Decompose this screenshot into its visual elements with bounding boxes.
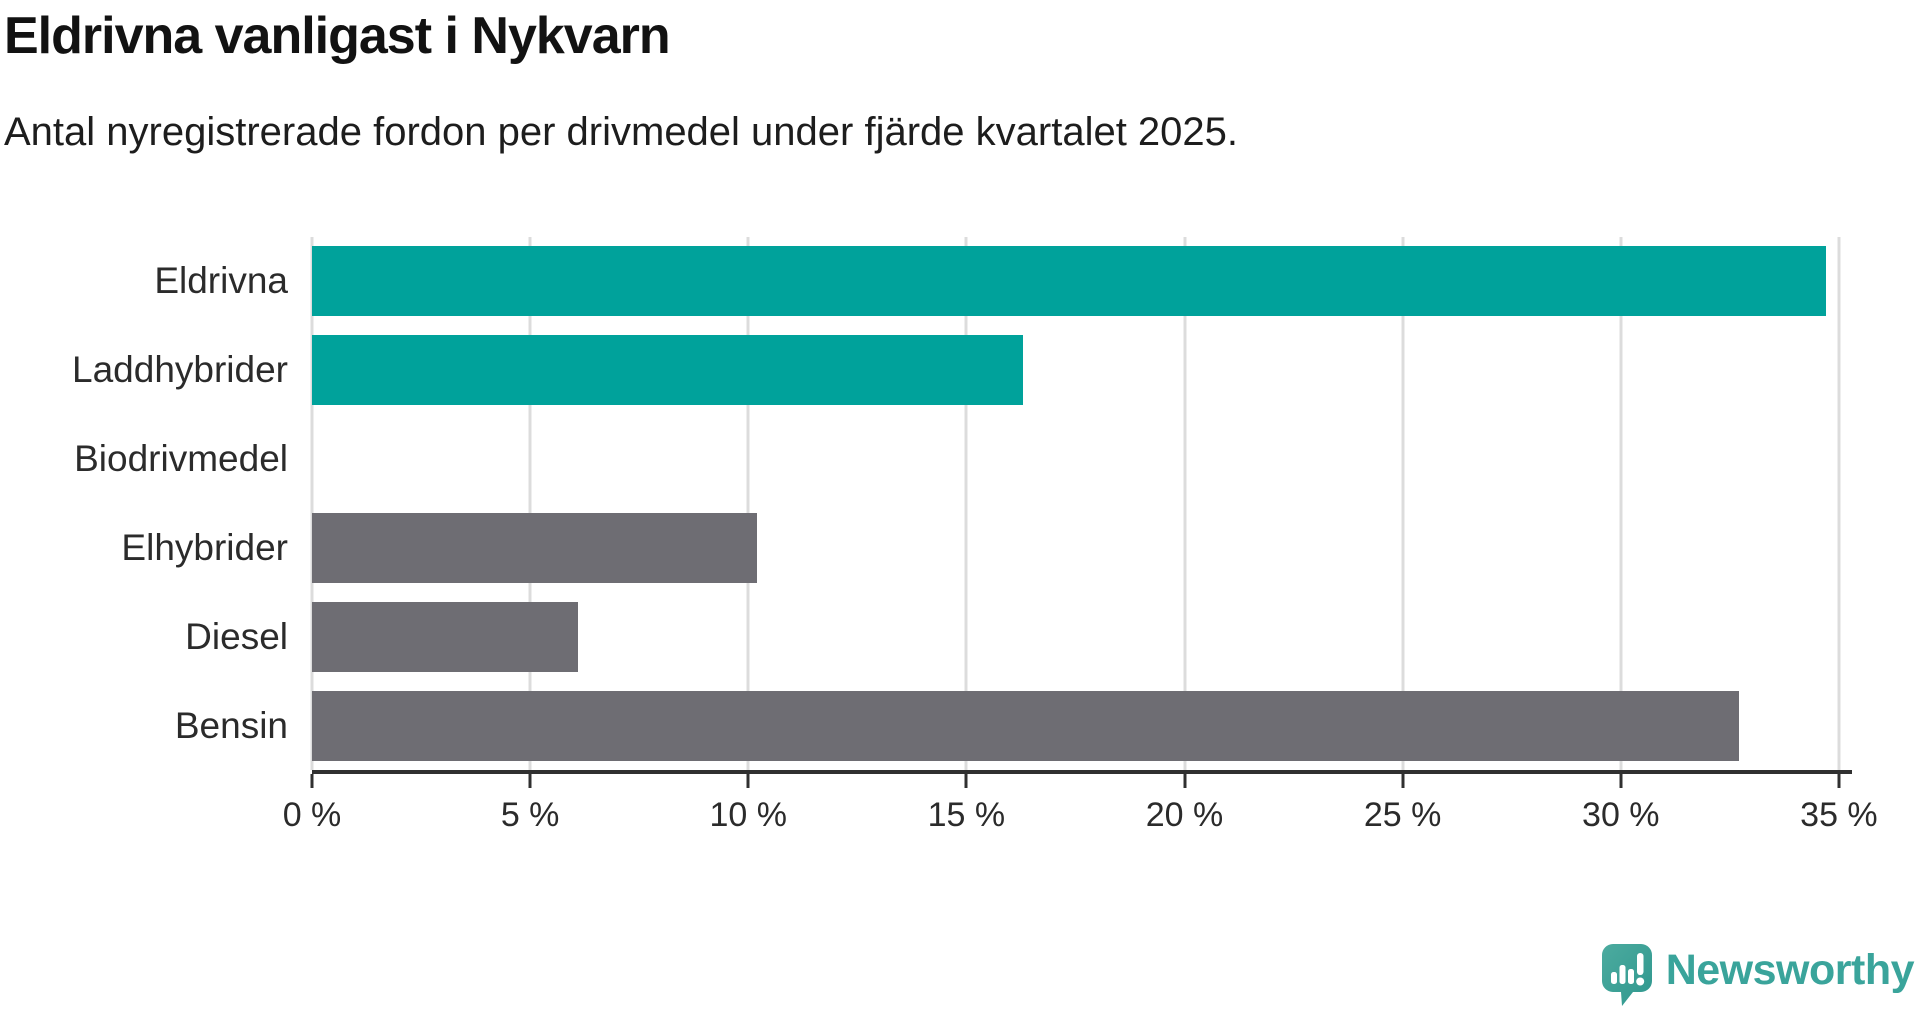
bar-rows: [312, 237, 1852, 770]
x-tick-label: 15 %: [927, 796, 1006, 834]
gridline: [1619, 237, 1623, 770]
gridline: [1401, 237, 1405, 770]
newsworthy-logo-text: Newsworthy: [1665, 945, 1915, 994]
x-tick-label: 30 %: [1582, 796, 1660, 834]
y-axis-label-bensin: Bensin: [174, 704, 288, 746]
bar-diesel: [312, 601, 579, 672]
gridline: [1837, 237, 1841, 770]
gridline: [528, 237, 532, 770]
bar-eldrivna: [312, 246, 1826, 317]
x-tick-label: 20 %: [1145, 796, 1224, 834]
y-axis-label-laddhybrider: Laddhybrider: [72, 349, 288, 391]
x-tick-mark: [1183, 774, 1187, 788]
y-axis-labels: Eldrivna Laddhybrider Biodrivmedel Elhybrid…: [0, 237, 288, 770]
chart-title: Eldrivna vanligast i Nykvarn: [4, 7, 671, 65]
x-axis-ticks: 0 % 5 % 10 % 15 % 20 % 25 % 30 % 35 %: [283, 774, 1878, 854]
gridline: [746, 237, 750, 770]
x-tick-mark: [746, 774, 750, 788]
bar-row: [312, 503, 1852, 592]
bar-row: [312, 415, 1852, 504]
x-tick-label: 35 %: [1800, 796, 1878, 834]
newsworthy-logo: Newsworthy: [1601, 944, 1915, 1006]
x-tick-mark: [528, 774, 532, 788]
x-tick-mark: [964, 774, 968, 788]
bar-laddhybrider: [312, 335, 1024, 406]
chart-subtitle: Antal nyregistrerade fordon per drivmede…: [4, 110, 1239, 154]
bar-row: [312, 326, 1852, 415]
bar-bensin: [312, 690, 1739, 761]
x-tick-label: 10 %: [709, 796, 788, 834]
x-tick-mark: [310, 774, 314, 788]
plot-area: [310, 237, 1852, 770]
gridline: [964, 237, 968, 770]
bar-row: [312, 237, 1852, 326]
x-tick-label: 0 %: [282, 796, 342, 834]
y-axis-label-diesel: Diesel: [185, 615, 288, 657]
bar-row: [312, 592, 1852, 681]
y-axis-label-elhybrider: Elhybrider: [121, 526, 288, 568]
newsworthy-logo-icon: [1601, 944, 1652, 1006]
x-tick-mark: [1401, 774, 1405, 788]
y-axis-label-biodrivmedel: Biodrivmedel: [74, 438, 288, 480]
x-tick-mark: [1837, 774, 1841, 788]
gridlines: [310, 237, 1852, 770]
x-tick-mark: [1619, 774, 1623, 788]
x-axis-line: [312, 770, 1852, 774]
gridline: [1183, 237, 1187, 770]
x-tick-label: 25 %: [1363, 796, 1442, 834]
bar-row: [312, 681, 1852, 770]
x-tick-label: 5 %: [500, 796, 560, 834]
gridline: [310, 237, 314, 770]
bar-elhybrider: [312, 512, 757, 583]
y-axis-label-eldrivna: Eldrivna: [154, 260, 288, 302]
